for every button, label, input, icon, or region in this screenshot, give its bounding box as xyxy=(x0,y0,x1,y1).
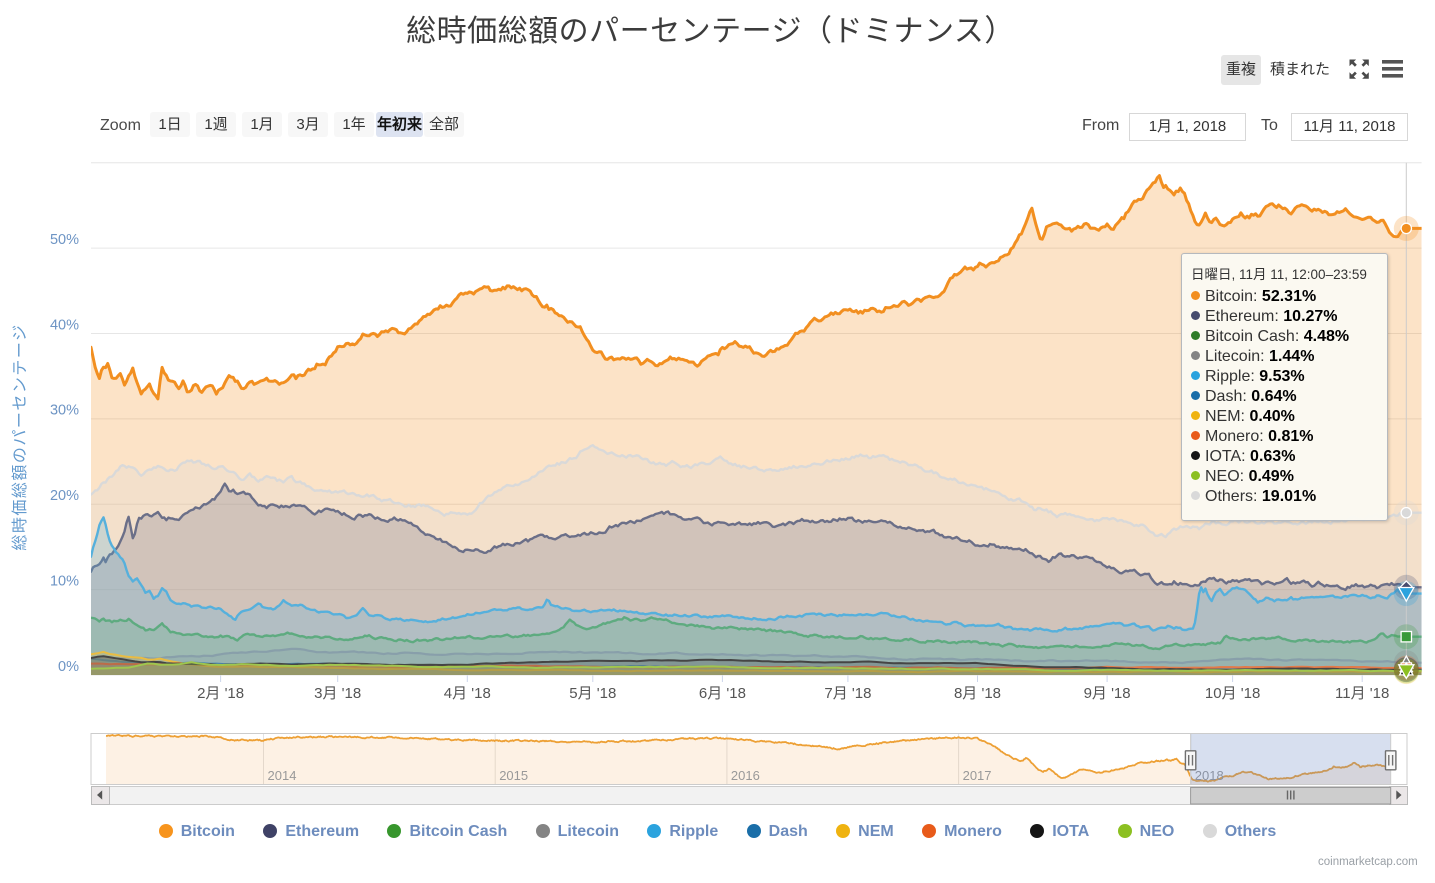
svg-text:10%: 10% xyxy=(50,573,79,589)
svg-text:4月 '18: 4月 '18 xyxy=(444,685,491,702)
svg-text:40%: 40% xyxy=(50,317,79,333)
svg-text:2015: 2015 xyxy=(499,768,528,783)
svg-text:2017: 2017 xyxy=(963,768,992,783)
svg-text:総時価総額のパーセンテージ: 総時価総額のパーセンテージ xyxy=(11,323,29,550)
svg-text:3月 '18: 3月 '18 xyxy=(314,685,361,702)
svg-text:8月 '18: 8月 '18 xyxy=(954,685,1001,702)
svg-text:2014: 2014 xyxy=(268,768,297,783)
svg-text:30%: 30% xyxy=(50,403,79,419)
svg-text:2016: 2016 xyxy=(731,768,760,783)
svg-text:50%: 50% xyxy=(50,232,79,248)
svg-text:6月 '18: 6月 '18 xyxy=(699,685,746,702)
svg-text:11月 '18: 11月 '18 xyxy=(1335,685,1389,702)
svg-text:2018: 2018 xyxy=(1195,768,1224,783)
svg-text:10月 '18: 10月 '18 xyxy=(1205,685,1260,702)
svg-text:7月 '18: 7月 '18 xyxy=(824,685,871,702)
svg-text:2月 '18: 2月 '18 xyxy=(197,685,244,702)
svg-text:9月 '18: 9月 '18 xyxy=(1084,685,1131,702)
svg-text:5月 '18: 5月 '18 xyxy=(569,685,616,702)
svg-text:20%: 20% xyxy=(50,488,79,504)
svg-text:0%: 0% xyxy=(58,659,79,675)
